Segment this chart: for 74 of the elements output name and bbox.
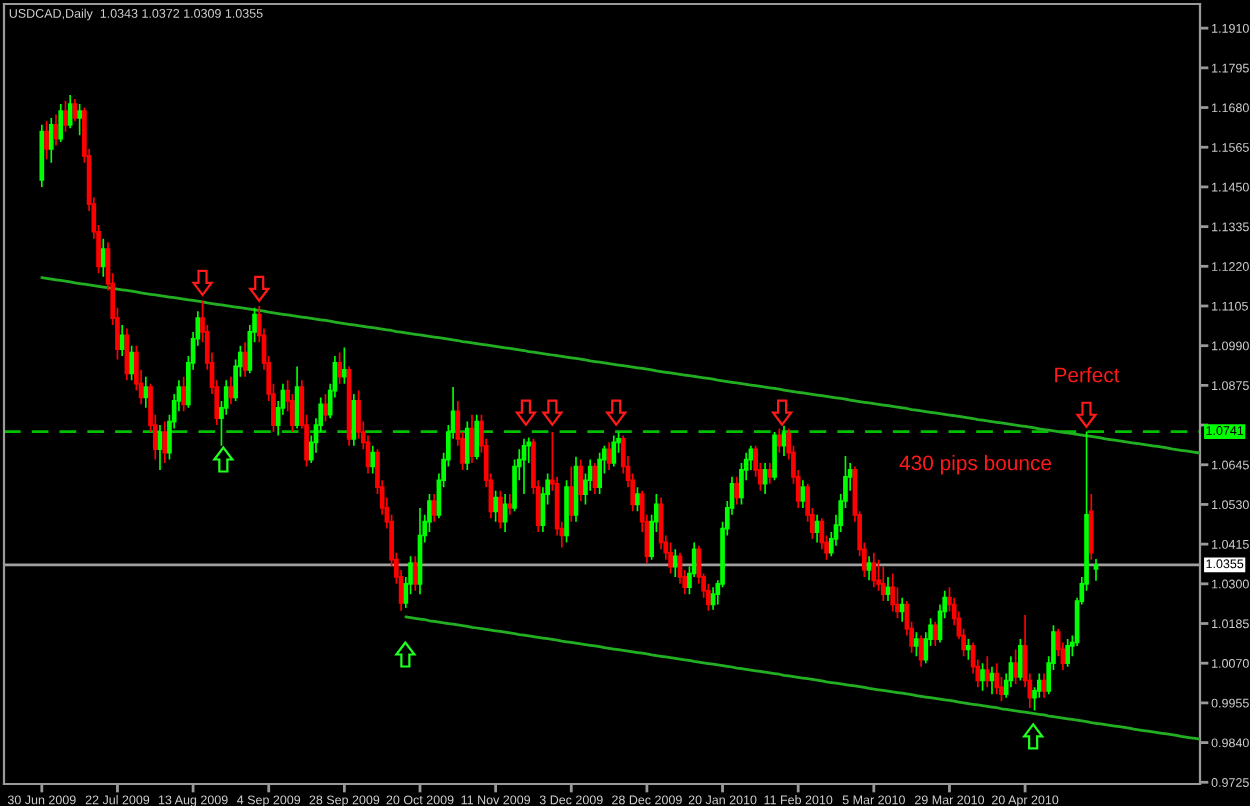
candlestick: [370, 444, 376, 475]
candlestick: [880, 565, 886, 602]
candlestick: [914, 631, 919, 658]
candlestick: [351, 393, 357, 447]
candlestick: [474, 413, 480, 461]
candlestick: [181, 375, 186, 413]
candlestick: [323, 393, 328, 423]
candlestick: [984, 655, 990, 689]
candlestick: [866, 555, 872, 582]
candlestick: [157, 424, 163, 471]
candlestick: [228, 375, 234, 406]
candlestick: [58, 103, 64, 143]
candlestick: [885, 576, 891, 602]
candlestick: [989, 665, 995, 696]
candlestick: [597, 451, 602, 495]
candlestick: [294, 365, 300, 430]
candlestick: [568, 465, 574, 523]
candlestick: [710, 586, 716, 611]
candlestick: [899, 596, 905, 623]
candlestick: [890, 572, 896, 613]
candlestick: [521, 438, 527, 495]
candlestick: [1013, 648, 1018, 685]
candlestick: [493, 489, 498, 523]
candlestick: [502, 493, 508, 533]
candlestick: [498, 489, 503, 530]
candlestick: [918, 634, 924, 668]
candlestick: [767, 462, 773, 485]
candlestick: [44, 120, 49, 161]
candlestick: [1093, 558, 1099, 582]
candlestick: [606, 441, 612, 471]
candlestick: [611, 434, 617, 468]
annotation: 430 pips bounce: [899, 455, 1052, 475]
annotation: Perfect: [1055, 367, 1120, 383]
candlestick: [994, 662, 1000, 696]
candlestick: [72, 98, 78, 123]
candlestick: [564, 479, 569, 544]
candlestick: [507, 493, 513, 516]
line-series: [404, 615, 1200, 741]
candlestick: [1088, 493, 1094, 561]
candlestick: [129, 344, 134, 382]
candlestick: [635, 486, 640, 513]
candlestick: [776, 427, 782, 454]
candlestick: [417, 507, 423, 596]
candlestick: [67, 94, 73, 130]
candlestick: [1018, 638, 1023, 682]
candlestick: [63, 99, 68, 133]
candlestick: [337, 351, 342, 385]
candlestick: [143, 375, 149, 409]
candlestick: [469, 413, 475, 464]
candlestick: [162, 420, 168, 464]
candlestick: [800, 479, 806, 509]
candlestick: [119, 324, 125, 357]
candlestick: [672, 548, 678, 578]
candlestick: [762, 462, 768, 495]
candlestick: [781, 424, 787, 457]
candlestick: [1065, 638, 1070, 668]
candlestick: [412, 555, 418, 592]
candlestick: [242, 341, 248, 378]
candlestick: [578, 458, 584, 502]
candlestick: [100, 237, 106, 278]
candlestick: [1041, 672, 1047, 699]
candlestick: [464, 420, 470, 471]
candlestick: [53, 113, 59, 147]
candlestick: [48, 117, 54, 164]
candlestick: [668, 541, 673, 575]
candlestick: [39, 123, 45, 188]
candlestick: [871, 551, 877, 589]
candlestick: [734, 475, 740, 506]
candlestick: [772, 431, 777, 482]
candlestick: [814, 513, 820, 544]
candlestick: [932, 620, 938, 647]
candlestick: [431, 493, 437, 523]
line-series: [40, 276, 1200, 455]
candlestick: [980, 662, 985, 692]
